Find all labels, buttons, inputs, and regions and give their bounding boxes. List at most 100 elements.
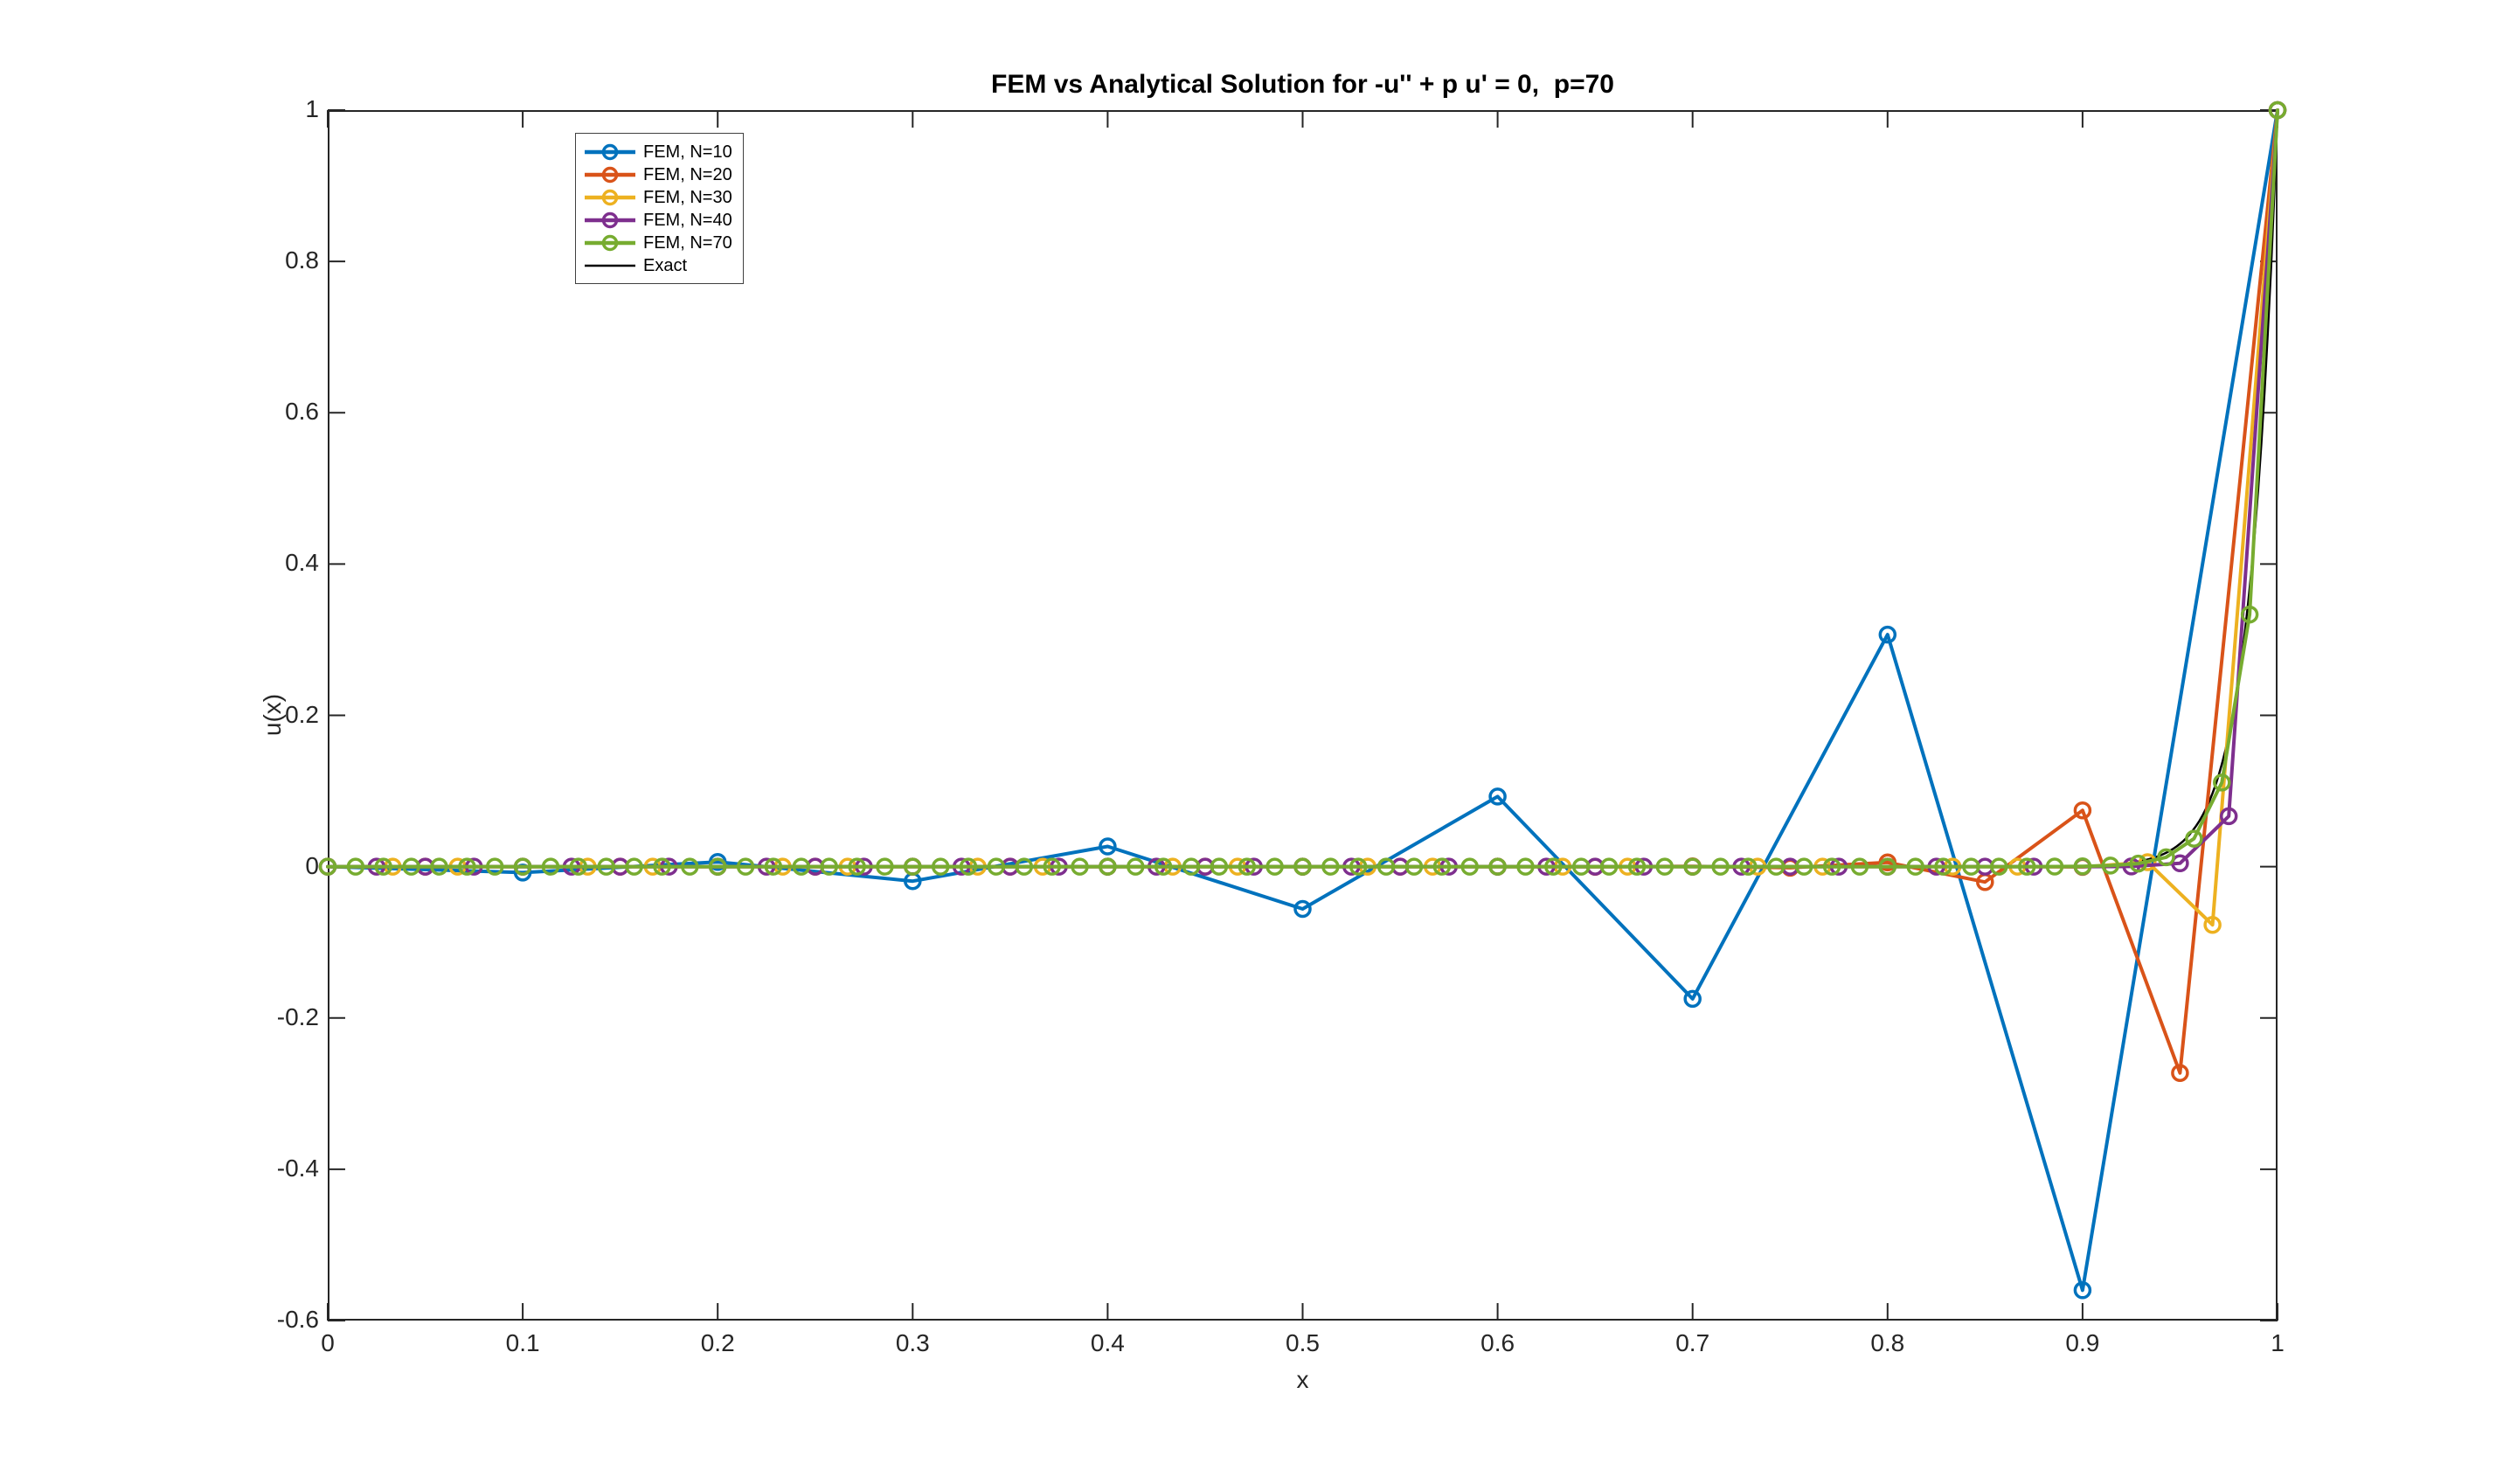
- x-tick-label: 0.9: [2065, 1329, 2100, 1356]
- marker-circle: [1127, 857, 1145, 876]
- legend-marker-circle: [601, 212, 619, 228]
- legend-item-label: Exact: [643, 255, 688, 275]
- marker-circle: [1599, 857, 1619, 876]
- y-tick-label: -0.4: [276, 1154, 319, 1182]
- legend-marker-circle: [601, 234, 619, 251]
- marker-circle: [1683, 989, 1702, 1009]
- y-tick-label: 0.4: [285, 549, 319, 577]
- legend-item: FEM, N=40: [585, 210, 732, 230]
- marker-circle: [2268, 101, 2287, 120]
- legend-marker-circle: [601, 143, 619, 160]
- legend-item-label: FEM, N=10: [643, 142, 732, 162]
- plot-area: FEM, N=10 FEM, N=20 FEM, N=30 FEM, N=40 FEM,…: [318, 101, 2287, 1321]
- marker-circle: [1404, 857, 1424, 876]
- marker-circle: [2073, 856, 2092, 876]
- marker-circle: [2017, 857, 2036, 876]
- marker-circle: [513, 857, 532, 876]
- marker-circle: [1238, 857, 1257, 876]
- marker-circle: [2129, 854, 2147, 873]
- marker-circle: [1850, 857, 1869, 876]
- marker-circle: [2219, 807, 2238, 826]
- x-tick-label: 0.4: [1090, 1329, 1125, 1356]
- marker-circle: [987, 857, 1006, 876]
- marker-circle: [1627, 857, 1647, 876]
- legend-item: FEM, N=30: [585, 187, 732, 207]
- marker-circle: [2185, 829, 2203, 848]
- marker-circle: [708, 857, 727, 876]
- marker-circle: [1767, 857, 1785, 876]
- y-tick-label: 0.6: [285, 398, 319, 426]
- y-tick-label: 0.8: [285, 246, 319, 274]
- marker-circle: [1293, 857, 1312, 876]
- marker-circle: [1071, 857, 1089, 876]
- marker-circle: [820, 857, 838, 876]
- marker-circle: [1210, 857, 1229, 876]
- legend-line-sample: [585, 166, 635, 183]
- marker-circle: [1878, 625, 1897, 644]
- plot-canvas: [318, 101, 2287, 1321]
- legend-line-sample: [585, 143, 635, 160]
- marker-circle: [430, 857, 448, 876]
- marker-circle: [485, 857, 504, 876]
- legend-line-sample: [585, 234, 635, 251]
- marker-circle: [458, 857, 476, 876]
- x-tick-label: 0.5: [1286, 1329, 1320, 1356]
- marker-circle: [2073, 1281, 2092, 1300]
- x-tick-label: 0.8: [1870, 1329, 1905, 1356]
- marker-circle: [681, 857, 699, 876]
- x-tick-label: 0.1: [505, 1329, 540, 1356]
- marker-circle: [848, 857, 866, 876]
- marker-circle: [346, 857, 365, 876]
- y-tick-label: 0.2: [285, 700, 319, 728]
- marker-circle: [2203, 915, 2222, 934]
- plot-title: FEM vs Analytical Solution for -u'' + p …: [991, 70, 1614, 99]
- x-tick-label: 0.2: [700, 1329, 735, 1356]
- marker-circle: [2073, 801, 2092, 820]
- legend-marker-circle: [601, 189, 619, 205]
- marker-circle: [2240, 605, 2259, 624]
- marker-circle: [1571, 857, 1591, 876]
- marker-circle: [764, 857, 783, 876]
- x-tick-label: 1: [2271, 1329, 2285, 1356]
- marker-circle: [1878, 857, 1897, 876]
- y-tick-label: 0: [305, 851, 319, 879]
- marker-circle: [1460, 857, 1479, 876]
- marker-circle: [1099, 857, 1117, 876]
- marker-circle: [1099, 837, 1117, 856]
- marker-circle: [1432, 857, 1452, 876]
- marker-circle: [1655, 857, 1675, 876]
- marker-circle: [1711, 857, 1730, 876]
- marker-circle: [1321, 857, 1340, 876]
- marker-circle: [1043, 857, 1061, 876]
- legend-item-label: FEM, N=30: [643, 187, 732, 207]
- x-tick-label: 0.7: [1675, 1329, 1710, 1356]
- x-tick-label: 0: [321, 1329, 335, 1356]
- marker-circle: [1516, 857, 1535, 876]
- legend-item: FEM, N=10: [585, 142, 732, 162]
- marker-circle: [1265, 857, 1284, 876]
- marker-circle: [374, 857, 392, 876]
- marker-circle: [1962, 857, 1980, 876]
- legend: FEM, N=10 FEM, N=20 FEM, N=30 FEM, N=40 FEM,…: [575, 133, 744, 284]
- x-tick-label: 0.6: [1480, 1329, 1515, 1356]
- marker-circle: [541, 857, 560, 876]
- marker-circle: [1794, 857, 1813, 876]
- marker-circle: [597, 857, 615, 876]
- marker-circle: [2045, 857, 2064, 876]
- marker-circle: [876, 857, 894, 876]
- marker-circle: [2213, 773, 2231, 792]
- marker-circle: [1182, 857, 1201, 876]
- legend-line-sample: [585, 212, 635, 228]
- marker-circle: [1154, 857, 1173, 876]
- marker-circle: [959, 857, 978, 876]
- x-axis-label: x: [1296, 1366, 1309, 1393]
- marker-circle: [402, 857, 420, 876]
- marker-circle: [792, 857, 811, 876]
- x-tick-label: 0.3: [895, 1329, 930, 1356]
- marker-circle: [1739, 857, 1758, 876]
- legend-marker-circle: [601, 166, 619, 183]
- marker-circle: [1683, 857, 1702, 876]
- marker-circle: [1544, 857, 1563, 876]
- legend-item-label: FEM, N=40: [643, 210, 732, 230]
- marker-circle: [318, 857, 337, 876]
